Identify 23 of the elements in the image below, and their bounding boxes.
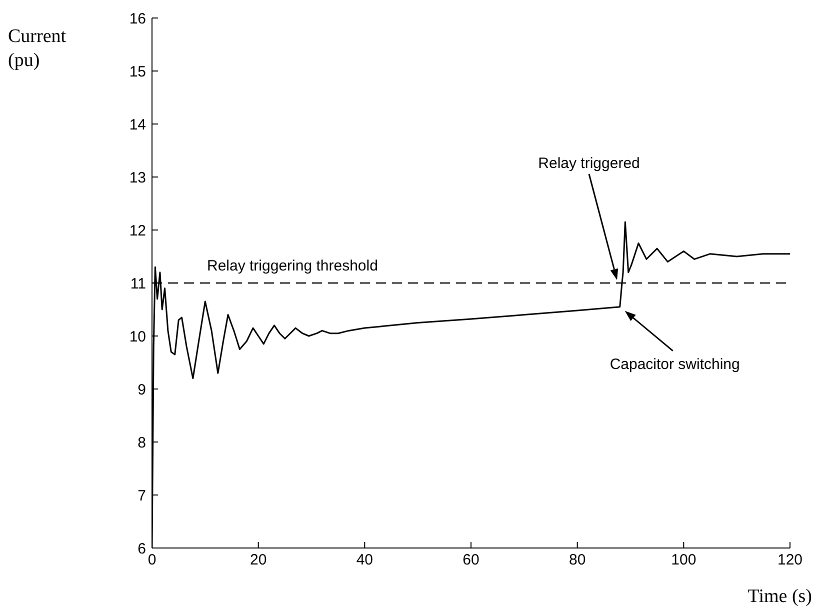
- annotation: Capacitor switching: [610, 356, 740, 373]
- y-tick-label: 9: [138, 381, 146, 398]
- x-tick-label: 20: [250, 552, 267, 569]
- y-tick-label: 16: [129, 10, 146, 28]
- x-axis-title: Time (s): [748, 586, 812, 607]
- y-tick-label: 11: [130, 275, 146, 292]
- x-tick-label: 80: [568, 552, 586, 569]
- y-tick-label: 15: [129, 63, 146, 80]
- y-tick-label: 7: [138, 487, 146, 504]
- y-tick-label: 6: [138, 540, 146, 558]
- x-tick-label: 100: [671, 552, 696, 569]
- y-tick-label: 8: [138, 434, 146, 452]
- y-tick-label: 12: [129, 222, 146, 240]
- ref-line-label: Relay triggering threshold: [207, 258, 378, 275]
- x-tick-label: 0: [148, 552, 156, 569]
- y-axis-title: Current (pu): [8, 26, 67, 71]
- y-tick-label: 10: [129, 328, 146, 346]
- y-tick-label: 14: [129, 116, 146, 134]
- y-tick-label: 13: [129, 169, 146, 186]
- x-tick-label: 60: [462, 552, 480, 569]
- annotation: Relay triggered: [538, 155, 640, 172]
- x-tick-label: 120: [777, 552, 803, 569]
- x-tick-label: 40: [356, 552, 374, 569]
